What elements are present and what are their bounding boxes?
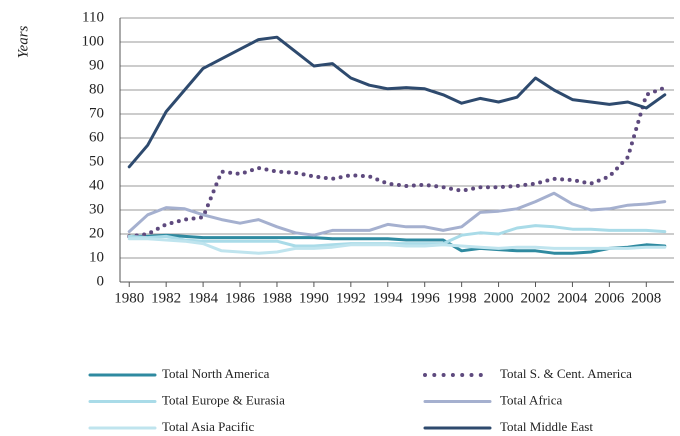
legend-label: Total Asia Pacific <box>162 419 254 434</box>
x-tick-label: 2008 <box>631 290 661 306</box>
x-tick-label: 1994 <box>373 290 404 306</box>
series-line <box>127 191 667 237</box>
y-tick-label: 20 <box>89 225 104 241</box>
series-line <box>127 237 667 255</box>
y-tick-label: 90 <box>89 57 104 73</box>
x-tick-label: 1986 <box>225 290 256 306</box>
y-tick-label: 40 <box>89 177 104 193</box>
y-axis-label: Years <box>15 25 31 58</box>
x-tick-label: 1992 <box>336 290 366 306</box>
legend-label: Total Africa <box>500 392 562 407</box>
series-line <box>127 224 667 248</box>
y-tick-label: 70 <box>89 105 104 121</box>
x-tick-label: 1982 <box>151 290 181 306</box>
x-tick-label: 2000 <box>484 290 514 306</box>
y-tick-label: 80 <box>89 81 104 97</box>
series-line <box>127 85 667 239</box>
y-tick-label: 100 <box>82 33 105 49</box>
legend-label: Total North America <box>162 366 270 381</box>
x-tick-label: 2006 <box>594 290 625 306</box>
x-tick-label: 1998 <box>447 290 477 306</box>
legend-label: Total Middle East <box>500 419 593 434</box>
legend-label: Total S. & Cent. America <box>500 366 632 381</box>
legend-label: Total Europe & Eurasia <box>162 392 285 407</box>
y-tick-label: 60 <box>89 129 104 145</box>
x-tick-label: 2004 <box>557 290 588 306</box>
x-tick-label: 1980 <box>114 290 144 306</box>
x-tick-label: 1984 <box>188 290 219 306</box>
y-tick-label: 0 <box>97 273 105 289</box>
y-tick-label: 50 <box>89 153 104 169</box>
series-line <box>127 233 667 255</box>
y-tick-label: 10 <box>89 249 104 265</box>
x-tick-label: 1988 <box>262 290 292 306</box>
x-tick-label: 2002 <box>521 290 551 306</box>
y-tick-label: 30 <box>89 201 104 217</box>
y-tick-label: 110 <box>82 9 104 25</box>
series-line <box>127 35 667 169</box>
x-tick-label: 1990 <box>299 290 329 306</box>
x-tick-label: 1996 <box>410 290 441 306</box>
